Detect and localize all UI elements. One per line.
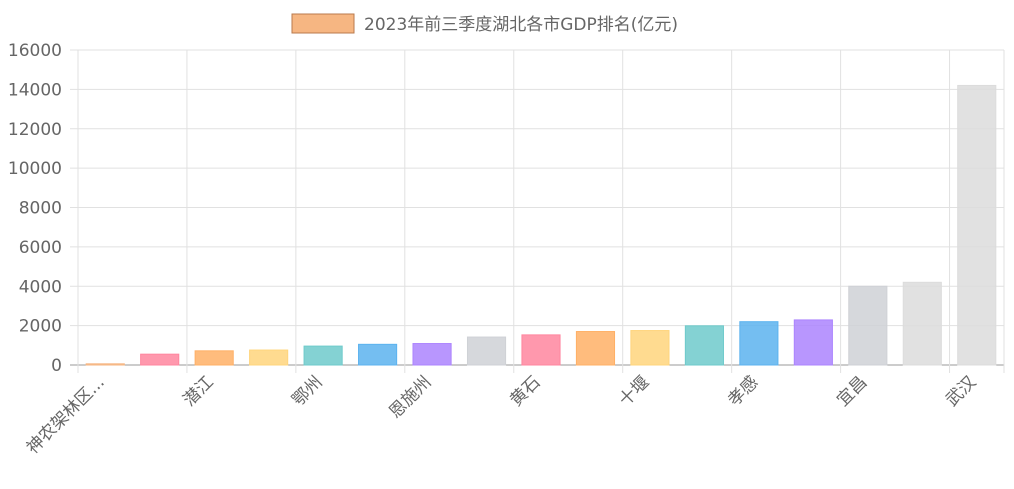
grid — [70, 49, 1005, 373]
y-tick-label: 6000 — [19, 238, 62, 258]
x-tick-label: 潜江 — [180, 372, 218, 410]
bar[interactable] — [358, 343, 398, 366]
bar[interactable] — [466, 336, 507, 366]
bar[interactable] — [249, 349, 289, 366]
bar[interactable] — [140, 353, 180, 366]
x-axis: 神农架林区... 潜江 鄂州 恩施州 黄石 十堰 孝感 宜昌 武汉 — [23, 372, 980, 458]
bar[interactable] — [793, 319, 833, 366]
y-axis: 0 2000 4000 6000 8000 10000 12000 14000 16000 — [8, 41, 62, 376]
y-tick-label: 14000 — [8, 80, 62, 100]
y-tick-label: 8000 — [19, 199, 62, 219]
y-tick-label: 0 — [51, 356, 62, 376]
y-tick-label: 12000 — [8, 120, 62, 140]
x-tick-label: 宜昌 — [833, 372, 871, 410]
bar[interactable] — [684, 325, 724, 366]
x-tick-label: 黄石 — [506, 372, 544, 410]
y-tick-label: 2000 — [19, 317, 62, 337]
bar[interactable] — [902, 281, 942, 366]
x-tick-label: 武汉 — [942, 372, 980, 410]
y-tick-label: 16000 — [8, 41, 62, 61]
bar[interactable] — [521, 334, 561, 366]
x-tick-label: 鄂州 — [288, 372, 326, 410]
bar[interactable] — [739, 321, 779, 366]
legend-swatch — [291, 13, 355, 34]
bar[interactable] — [412, 343, 452, 366]
x-tick-label: 恩施州 — [385, 372, 435, 422]
y-tick-label: 10000 — [8, 159, 62, 179]
bar[interactable] — [575, 331, 616, 366]
bar[interactable] — [630, 330, 670, 366]
bar[interactable] — [303, 345, 343, 366]
bars — [85, 84, 997, 366]
bar[interactable] — [957, 84, 997, 366]
x-tick-label: 十堰 — [615, 372, 653, 410]
x-tick-label: 孝感 — [724, 372, 762, 410]
y-tick-label: 4000 — [19, 277, 62, 297]
x-tick-label: 神农架林区... — [23, 372, 109, 458]
bar[interactable] — [848, 285, 888, 366]
bar[interactable] — [194, 350, 234, 366]
legend[interactable]: 2023年前三季度湖北各市GDP排名(亿元) — [291, 13, 678, 35]
bar[interactable] — [85, 363, 125, 366]
legend-label: 2023年前三季度湖北各市GDP排名(亿元) — [364, 15, 678, 35]
